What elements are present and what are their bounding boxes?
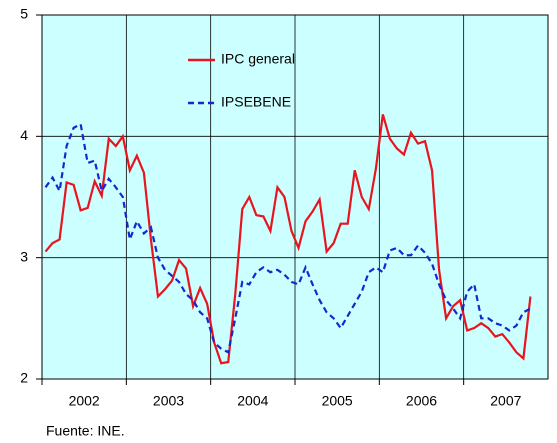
y-tick-label: 4 — [20, 127, 28, 143]
x-tick-label: 2004 — [237, 393, 268, 409]
y-tick-label: 2 — [20, 370, 28, 386]
x-tick-label: 2003 — [153, 393, 184, 409]
x-tick-label: 2002 — [69, 393, 100, 409]
legend-label: IPSEBENE — [221, 94, 291, 110]
y-tick-label: 3 — [20, 248, 28, 264]
y-tick-label: 5 — [20, 6, 28, 22]
source-note: Fuente: INE. — [46, 423, 125, 439]
x-tick-label: 2006 — [406, 393, 437, 409]
x-tick-label: 2005 — [322, 393, 353, 409]
x-tick-label: 2007 — [490, 393, 521, 409]
data-line — [44, 114, 532, 365]
plot-border — [41, 14, 549, 380]
legend-label: IPC general — [221, 51, 295, 67]
data-line — [44, 122, 531, 354]
